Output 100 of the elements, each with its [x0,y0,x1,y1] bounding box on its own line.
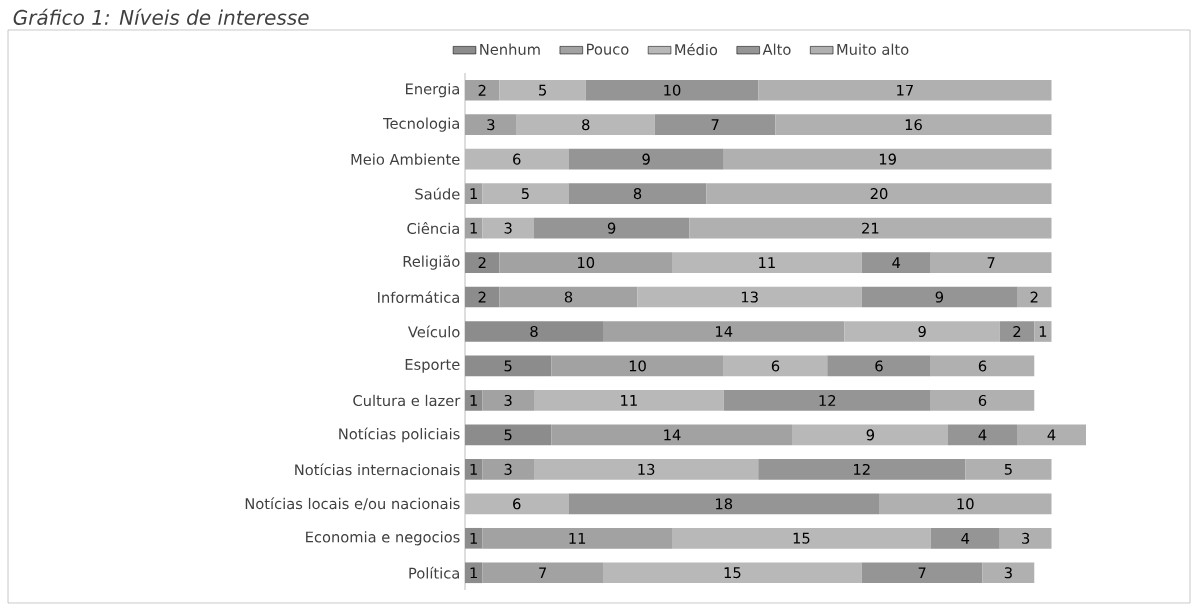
legend-label: Muito alto [837,43,909,55]
data-label: 6 [978,394,987,406]
data-label: 5 [539,84,547,96]
bar [465,183,483,204]
bar [792,424,948,446]
bar [861,562,983,584]
bar [654,114,776,136]
data-label: 2 [1013,326,1021,337]
data-label: 9 [607,222,616,234]
bar [930,527,1000,549]
y-tick-label: Esporte [405,359,460,373]
data-label: 9 [918,325,926,338]
bar [551,355,724,377]
y-tick-label: Notícias locais e/ou nacionais [245,497,460,511]
data-label: 1 [470,188,477,199]
data-label: 11 [621,395,637,406]
bar [999,321,1035,342]
bar [499,252,673,273]
data-label: 9 [642,153,650,165]
bar [930,355,1035,377]
data-label: 13 [741,291,758,303]
bar [982,562,1035,584]
data-label: 10 [578,257,595,269]
bar [568,493,880,515]
bar [568,148,724,170]
y-tick-label: Saúde [415,187,460,200]
bar [1017,424,1087,446]
bar [861,286,1017,308]
bar [672,252,862,273]
data-label: 10 [664,84,681,96]
data-label: 8 [530,325,538,338]
data-label: 6 [513,153,521,165]
y-tick-label: Veículo [408,325,460,338]
data-label: 9 [935,291,944,303]
bar [827,355,931,377]
bar [482,562,604,584]
data-label: 16 [905,119,922,131]
legend-label: Alto [762,43,791,55]
data-label: 3 [504,394,512,406]
bar [465,79,500,101]
data-label: 3 [504,222,512,234]
data-label: 6 [771,360,780,372]
data-label: 4 [892,257,901,268]
data-label: 5 [504,360,512,372]
data-label: 7 [987,257,995,268]
legend-label: Nenhum [480,43,540,55]
data-label: 2 [1030,291,1038,303]
bar [516,114,655,136]
data-label: 4 [961,532,970,544]
data-label: 4 [978,429,987,441]
data-label: 1 [470,222,477,234]
bar [948,424,1017,446]
data-label: 6 [978,360,987,372]
data-label: 20 [870,188,888,200]
bar [551,424,793,446]
bar [534,390,724,411]
data-label: 1 [470,532,477,544]
data-label: 14 [716,326,733,337]
data-label: 1 [470,395,477,406]
data-label: 15 [724,567,741,579]
bar [465,493,569,515]
bar [603,562,862,584]
bar [482,217,535,239]
data-label: 6 [513,498,521,510]
data-label: 7 [918,567,926,579]
bar [568,183,707,204]
data-label: 10 [957,498,974,510]
data-label: 12 [819,394,836,406]
bar [844,321,1000,342]
legend-label: Médio [675,43,718,56]
y-tick-label: Tecnologia [383,117,459,132]
bar [879,493,1052,515]
bar [534,459,759,480]
data-label: 2 [478,257,486,268]
data-label: 5 [521,188,529,200]
bar [482,459,535,480]
bar [999,527,1052,549]
data-label: 8 [633,188,642,200]
bar [1017,286,1052,308]
data-label: 5 [504,429,512,441]
bar [482,183,569,204]
y-tick-label: Informática [378,291,459,303]
bar [689,217,1052,239]
data-label: 14 [664,429,681,441]
data-label: 10 [629,360,646,372]
y-tick-label: Política [409,566,459,579]
data-label: 1 [470,567,477,579]
bar [465,148,569,170]
bar [672,527,931,549]
data-label: 9 [866,429,875,441]
data-label: 2 [478,84,486,96]
y-tick-label: Notícias internacionais [295,463,460,476]
legend-label: Pouco [587,43,629,55]
bar [1034,321,1052,342]
data-label: 21 [862,222,879,234]
data-label: 1 [470,464,477,475]
data-label: 2 [478,291,486,303]
bar [775,114,1052,136]
data-label: 3 [487,119,495,131]
y-tick-label: Economia e negocios [306,531,460,546]
